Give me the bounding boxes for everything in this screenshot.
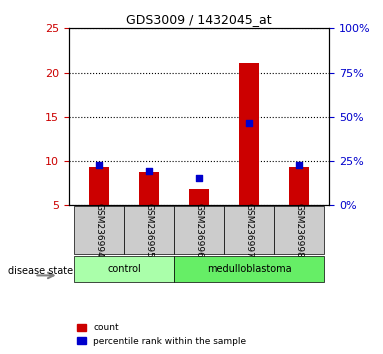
FancyBboxPatch shape [174,256,324,282]
Text: GSM236998: GSM236998 [295,202,304,258]
Text: GSM236997: GSM236997 [245,202,254,258]
FancyBboxPatch shape [74,206,124,254]
Bar [89,167,109,205]
Text: GSM236994: GSM236994 [95,203,103,257]
Text: control: control [107,264,141,274]
Point [296,163,303,169]
Text: GSM236996: GSM236996 [195,202,204,258]
Bar [189,189,209,205]
FancyBboxPatch shape [124,206,174,254]
Legend: count, percentile rank within the sample: count, percentile rank within the sample [74,320,250,349]
Point [196,175,202,181]
FancyBboxPatch shape [74,256,174,282]
Point [96,163,102,169]
FancyBboxPatch shape [174,206,224,254]
FancyBboxPatch shape [224,206,274,254]
Bar [239,63,259,205]
Text: disease state: disease state [8,266,73,276]
Bar [139,172,159,205]
Bar [289,167,309,205]
FancyBboxPatch shape [274,206,324,254]
Title: GDS3009 / 1432045_at: GDS3009 / 1432045_at [126,13,272,26]
Point [246,120,252,126]
Point [146,168,152,174]
Text: medulloblastoma: medulloblastoma [207,264,291,274]
Text: GSM236995: GSM236995 [144,202,154,258]
